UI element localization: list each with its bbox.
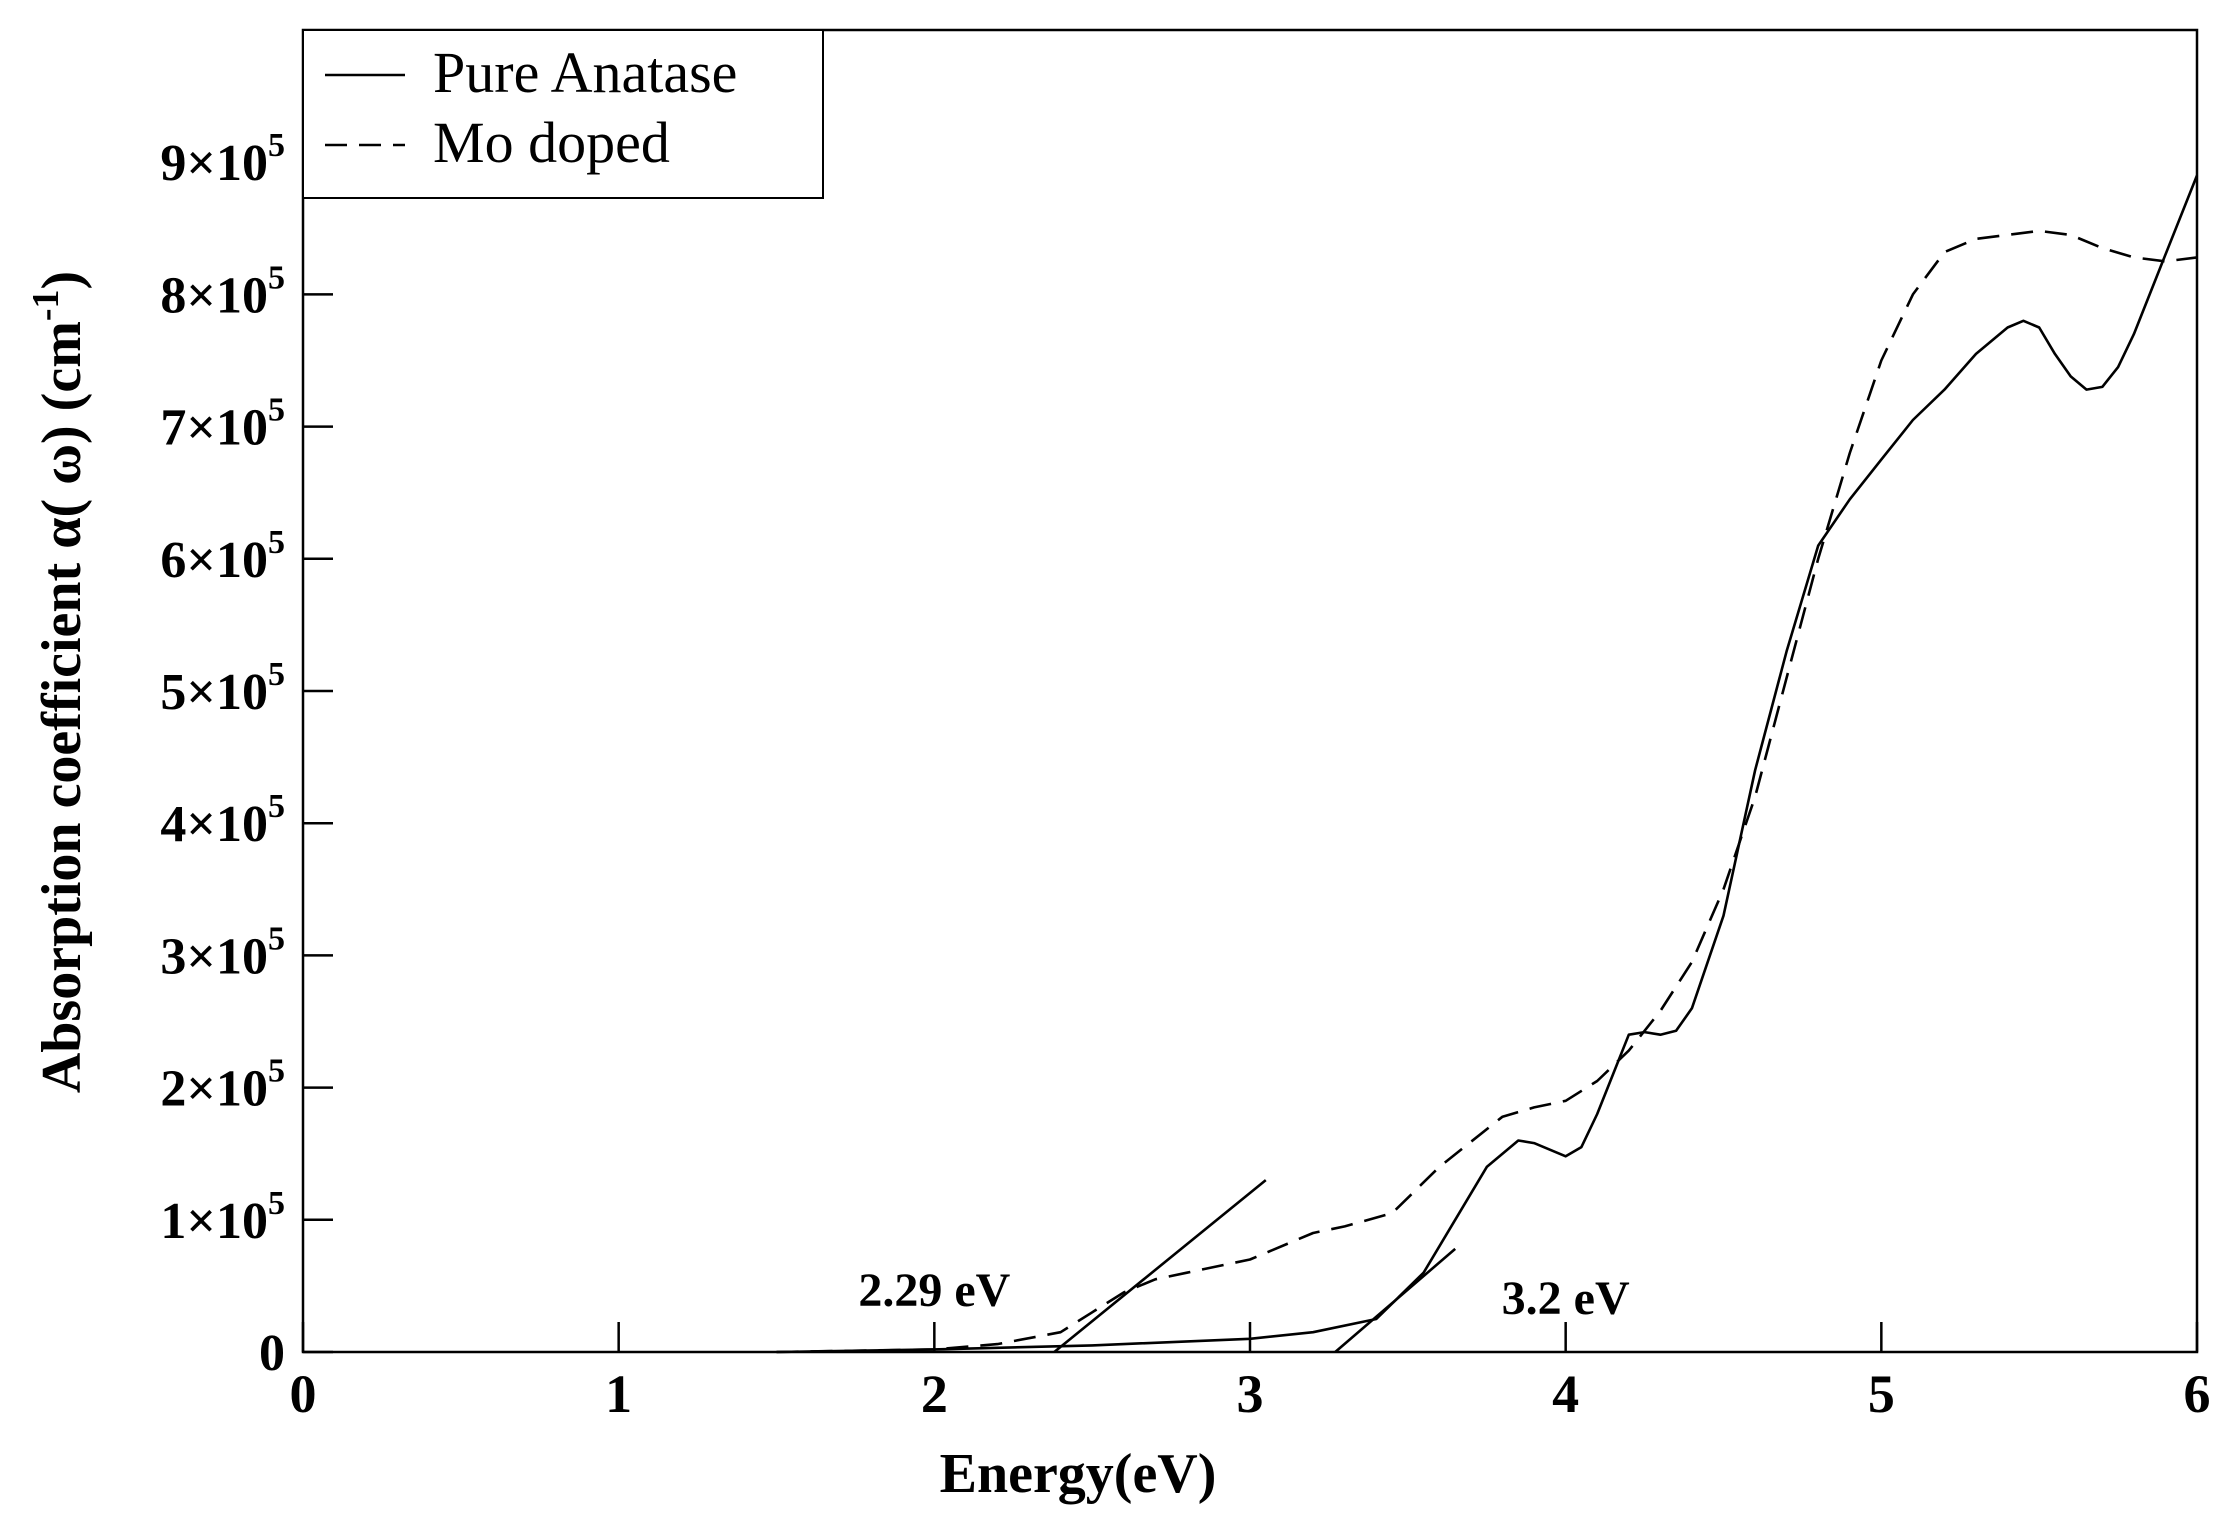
axes-layer: 0 1 2 3 4 5 601×1052×1053×1054×1055×1056×1057×…: [160, 127, 2210, 1424]
y-tick-label: 9×105: [160, 127, 285, 192]
y-tick-label: 0: [259, 1325, 285, 1382]
y-axis-label-main: Absorption coefficient α( ω) (cm: [31, 321, 93, 1093]
y-tick-label-exponent: 5: [268, 259, 285, 296]
series-layer: [776, 174, 2199, 1354]
x-tick-label: 1: [605, 1364, 632, 1424]
y-tick-label: 8×105: [160, 259, 285, 324]
y-axis-label: Absorption coefficient α( ω) (cm-1): [25, 271, 93, 1093]
y-tick-label-mantissa: 7×10: [160, 400, 268, 457]
y-tick-label-exponent: 5: [268, 656, 285, 693]
series-line-mo-doped: [776, 229, 2198, 1354]
y-tick-label-exponent: 5: [268, 524, 285, 561]
series-line-pure-anatase: [776, 174, 2199, 1354]
tangent-mo-doped: [1053, 1179, 1267, 1354]
y-tick-label: 2×105: [160, 1053, 285, 1118]
legend: Pure Anatase Mo doped: [302, 29, 824, 199]
tangent-pure-anatase: [1334, 1247, 1457, 1353]
band-gap-annotation: 2.29 eV: [858, 1264, 1010, 1317]
y-tick-label: 1×105: [160, 1185, 285, 1250]
y-tick-label-mantissa: 9×10: [160, 135, 268, 192]
tangent-layer: [1053, 1179, 1457, 1354]
legend-box: [302, 29, 824, 199]
x-tick-label: 2: [921, 1364, 948, 1424]
band-gap-annotation: 3.2 eV: [1502, 1272, 1630, 1325]
y-axis-label-close: ): [31, 271, 93, 290]
x-tick-label: 4: [1552, 1364, 1579, 1424]
y-tick-label: 4×105: [160, 788, 285, 853]
x-tick-label: 0: [290, 1364, 317, 1424]
y-tick-label-exponent: 5: [268, 920, 285, 957]
y-tick-label: 6×105: [160, 524, 285, 589]
y-tick-label-mantissa: 4×10: [160, 796, 268, 853]
y-tick-label-exponent: 5: [268, 788, 285, 825]
annotation-layer: 2.29 eV 3.2 eV: [858, 1264, 1630, 1325]
y-tick-label-mantissa: 3×10: [160, 928, 268, 985]
y-tick-label-mantissa: 1×10: [160, 1193, 268, 1250]
x-tick-label: 3: [1237, 1364, 1264, 1424]
y-tick-label-exponent: 5: [268, 1185, 285, 1222]
y-tick-label-exponent: 5: [268, 392, 285, 429]
y-tick-label-mantissa: 8×10: [160, 267, 268, 324]
y-tick-label: 5×105: [160, 656, 285, 721]
x-tick-label: 6: [2184, 1364, 2211, 1424]
y-tick-label-mantissa: 6×10: [160, 532, 268, 589]
y-tick-label: 3×105: [160, 920, 285, 985]
legend-label-pure-anatase: Pure Anatase: [433, 40, 737, 105]
y-tick-label-mantissa: 5×10: [160, 664, 268, 721]
legend-label-mo-doped: Mo doped: [433, 110, 670, 175]
x-tick-label: 5: [1868, 1364, 1895, 1424]
y-tick-label-mantissa: 2×10: [160, 1061, 268, 1118]
y-tick-label-exponent: 5: [268, 127, 285, 164]
y-tick-label-exponent: 5: [268, 1053, 285, 1090]
y-axis-label-superscript: -1: [25, 290, 67, 322]
x-axis-label: Energy(eV): [940, 1443, 1217, 1505]
y-tick-label: 7×105: [160, 392, 285, 457]
